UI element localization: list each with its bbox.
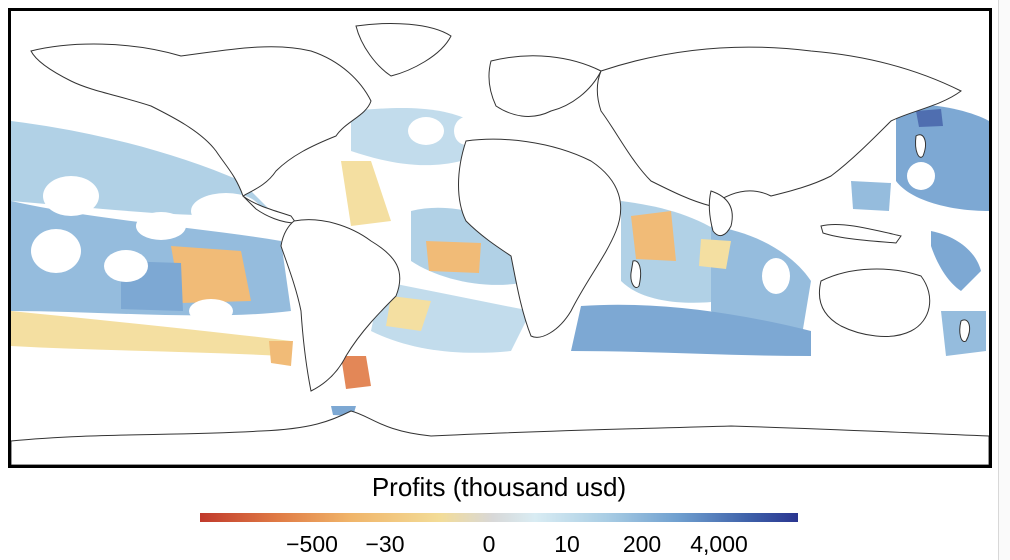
south-america xyxy=(280,219,401,392)
patch-patagonia-warm xyxy=(341,356,371,389)
new-zealand xyxy=(959,319,971,342)
madagascar xyxy=(630,260,642,288)
patch-indian-warm xyxy=(631,211,676,261)
legend-title: Profits (thousand usd) xyxy=(371,472,627,502)
india xyxy=(708,190,733,237)
profits-map-svg xyxy=(11,22,989,465)
legend-tick: 4,000 xyxy=(690,531,748,557)
patch-pacific-warm xyxy=(171,246,251,303)
australia xyxy=(818,268,931,337)
patch-indian-yellow xyxy=(699,239,731,269)
north-america xyxy=(30,43,372,197)
asia xyxy=(596,46,962,207)
patch-atlantic-west xyxy=(341,161,391,226)
legend-tick: 200 xyxy=(622,531,662,557)
window-edge xyxy=(998,0,1010,560)
legend-tick: 0 xyxy=(482,531,496,557)
color-scale-bar xyxy=(200,513,798,522)
indonesia xyxy=(820,223,902,244)
africa xyxy=(458,138,622,338)
greenland xyxy=(355,22,452,77)
patch-atlantic-south-warm xyxy=(386,296,431,331)
patch-nw-pacific xyxy=(896,104,989,211)
world-map xyxy=(8,8,992,468)
patch-indian-south xyxy=(571,304,811,356)
patch-japan-dark xyxy=(916,109,943,127)
patch-chile-warm xyxy=(269,341,293,366)
land-masses xyxy=(11,22,989,465)
japan xyxy=(915,134,926,158)
patch-pacific-south xyxy=(11,311,291,356)
legend-tick: −30 xyxy=(365,531,405,557)
patch-atlantic-gulf xyxy=(426,241,481,273)
antarctica xyxy=(11,410,989,465)
patch-indian-east xyxy=(711,226,811,342)
patch-sw-pacific xyxy=(931,231,981,291)
legend-tick: 10 xyxy=(554,531,580,557)
legend-tick: −500 xyxy=(286,531,338,557)
europe xyxy=(488,55,602,117)
patch-indo xyxy=(851,181,891,211)
